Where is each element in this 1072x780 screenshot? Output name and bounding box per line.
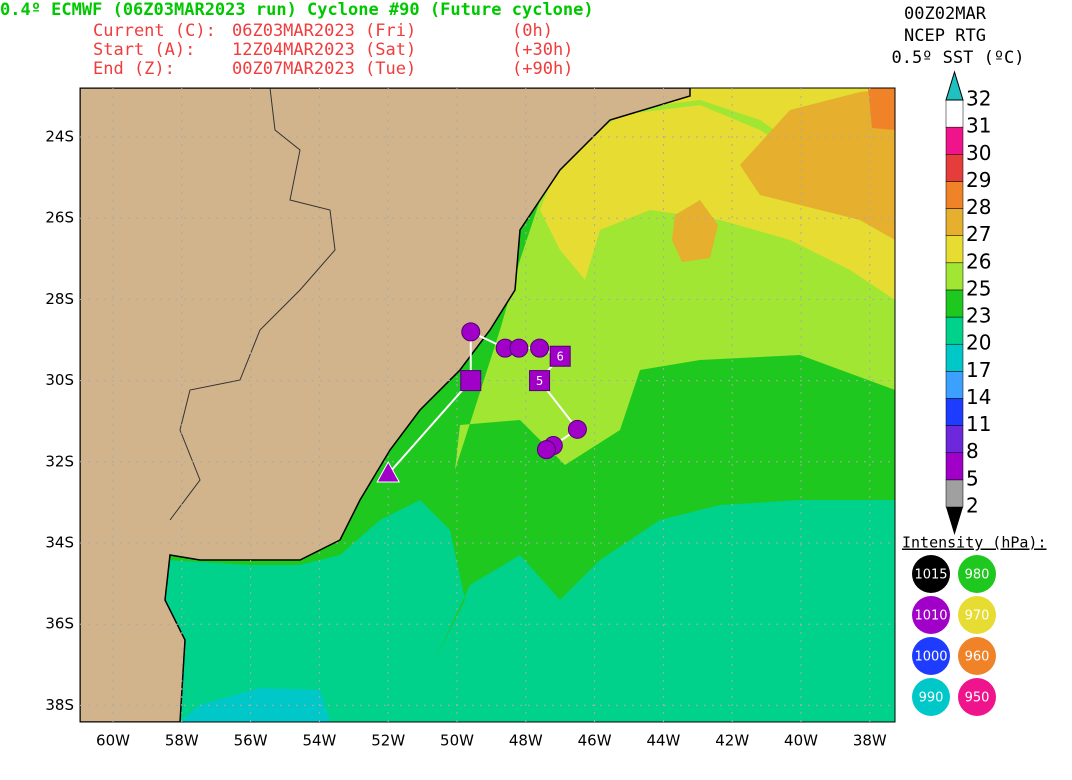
header-field: (+90h) — [512, 59, 573, 79]
intensity-swatch — [958, 555, 996, 593]
x-tick-label: 40W — [784, 732, 818, 750]
x-tick-label: 60W — [96, 732, 130, 750]
colorbar-segment — [945, 235, 964, 264]
colorbar-label: 30 — [966, 141, 991, 165]
colorbar-label: 23 — [966, 304, 991, 328]
intensity-label: 970 — [965, 609, 990, 624]
intensity-swatch — [958, 678, 996, 716]
track-point — [549, 345, 571, 367]
y-tick-label: 38S — [45, 696, 74, 714]
track-label: 6 — [557, 350, 564, 364]
track-point — [376, 460, 401, 483]
intensity-swatch — [912, 596, 950, 634]
track-point — [536, 440, 556, 460]
header-field: 06Z03MAR2023 (Fri) — [232, 21, 416, 41]
intensity-swatch — [912, 637, 950, 675]
colorbar-label: 14 — [966, 385, 991, 409]
colorbar-label: 31 — [966, 114, 991, 138]
intensity-label: 990 — [919, 691, 944, 706]
y-tick-label: 30S — [45, 371, 74, 389]
x-tick-label: 54W — [302, 732, 336, 750]
colorbar-top-arrow — [945, 70, 964, 101]
colorbar-label: 11 — [966, 412, 991, 436]
track-point — [509, 338, 529, 358]
x-tick-label: 46W — [578, 732, 612, 750]
colorbar-label: 5 — [966, 466, 979, 490]
colorbar-segment — [945, 262, 964, 291]
colorbar-label: 28 — [966, 195, 991, 219]
colorbar-segment — [945, 398, 964, 426]
intensity-label: 1010 — [914, 609, 947, 624]
header-field: (0h) — [512, 21, 553, 41]
colorbar-label: 29 — [966, 168, 991, 192]
colorbar-label: 8 — [966, 439, 979, 463]
intensity-swatch — [912, 678, 950, 716]
x-tick-label: 42W — [715, 732, 749, 750]
intensity-label: 980 — [965, 568, 990, 583]
x-tick-label: 48W — [509, 732, 543, 750]
colorbar-label: 32 — [966, 87, 991, 111]
colorbar-label: 25 — [966, 276, 991, 300]
header-field: Current (C): — [93, 21, 216, 41]
map-frame — [79, 87, 896, 723]
colorbar-line: 00Z02MAR — [904, 4, 987, 24]
track-point — [529, 370, 551, 392]
x-tick-label: 52W — [371, 732, 405, 750]
intensity-label: 1000 — [914, 650, 947, 665]
header-field: 00Z07MAR2023 (Tue) — [232, 59, 416, 79]
y-tick-label: 32S — [45, 452, 74, 470]
colorbar-label: 27 — [966, 222, 991, 246]
intensity-swatch — [912, 555, 950, 593]
colorbar-segment — [945, 99, 964, 128]
y-tick-label: 26S — [45, 209, 74, 227]
title: 0.4º ECMWF (06Z03MAR2023 run) Cyclone #9… — [0, 0, 594, 20]
colorbar-segment — [945, 154, 964, 182]
y-tick-label: 28S — [45, 290, 74, 308]
colorbar-label: 17 — [966, 358, 991, 382]
intensity-label: 960 — [965, 650, 990, 665]
x-tick-label: 50W — [440, 732, 474, 750]
colorbar-line: 0.5º SST (ºC) — [891, 48, 1024, 68]
colorbar-segment — [945, 479, 964, 508]
colorbar-segment — [945, 425, 964, 453]
colorbar-bottom-arrow — [946, 507, 963, 535]
colorbar-segment — [945, 316, 964, 345]
colorbar-segment — [945, 181, 964, 209]
x-tick-label: 38W — [853, 732, 887, 750]
track-point — [530, 338, 550, 358]
colorbar-segment — [945, 371, 964, 399]
track-label: 5 — [536, 374, 543, 388]
intensity-label: 1015 — [914, 568, 947, 583]
y-tick-label: 34S — [45, 534, 74, 552]
header-field: (+30h) — [512, 40, 573, 60]
colorbar-label: 26 — [966, 249, 991, 273]
colorbar-segment — [945, 452, 964, 481]
x-tick-label: 58W — [165, 732, 199, 750]
colorbar-segment — [945, 289, 964, 318]
intensity-label: 950 — [965, 691, 990, 706]
intensity-swatch — [958, 637, 996, 675]
colorbar-label: 2 — [966, 494, 979, 518]
x-tick-label: 44W — [646, 732, 680, 750]
track-point — [461, 322, 481, 342]
track-point — [460, 370, 482, 392]
colorbar-label: 20 — [966, 331, 991, 355]
colorbar-segment — [945, 126, 964, 155]
y-tick-label: 36S — [45, 615, 74, 633]
colorbar-line: NCEP RTG — [904, 26, 986, 46]
intensity-title: Intensity (hPa): — [902, 534, 1047, 552]
track-point — [567, 419, 587, 439]
y-tick-label: 24S — [45, 128, 74, 146]
colorbar-segment — [945, 208, 964, 236]
header-field: 12Z04MAR2023 (Sat) — [232, 40, 416, 60]
header-field: Start (A): — [93, 40, 195, 60]
map-fill — [80, 88, 895, 722]
x-tick-label: 56W — [234, 732, 268, 750]
intensity-swatch — [958, 596, 996, 634]
header-field: End (Z): — [93, 59, 175, 79]
colorbar-segment — [945, 343, 964, 372]
